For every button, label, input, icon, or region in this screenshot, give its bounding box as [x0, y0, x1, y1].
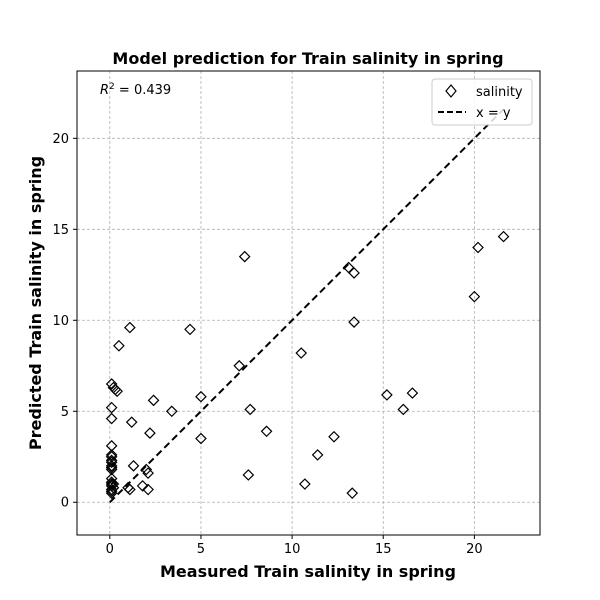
x-axis-ticks: 0 5 10 15 20	[106, 535, 483, 557]
data-point	[238, 250, 251, 263]
data-point	[233, 359, 246, 372]
plot-frame	[76, 70, 541, 536]
y-tick-label: 15	[52, 223, 69, 238]
data-point	[147, 394, 160, 407]
y-tick-label: 20	[52, 132, 69, 147]
data-point	[472, 241, 484, 254]
x-tick-label: 5	[197, 542, 205, 557]
data-point	[105, 456, 118, 469]
data-point	[105, 485, 118, 498]
data-point	[348, 267, 360, 279]
data-point	[107, 478, 120, 490]
data-point	[127, 460, 140, 472]
data-point	[111, 385, 123, 398]
legend-label-xy: x = y	[476, 106, 511, 121]
data-point	[346, 487, 359, 499]
data-point	[136, 480, 149, 492]
x-axis-label: Measured Train salinity in spring	[160, 562, 456, 581]
data-point	[105, 401, 118, 414]
data-point	[105, 378, 118, 390]
data-point	[260, 425, 273, 438]
data-point	[105, 478, 118, 490]
r-squared-annotation: R2 = 0.439	[100, 82, 171, 98]
data-point	[105, 412, 118, 425]
data-point	[124, 483, 136, 496]
data-point	[195, 390, 207, 403]
scatter-points	[105, 230, 510, 499]
x-tick-label: 0	[106, 542, 114, 557]
r-squared-value: = 0.439	[115, 83, 171, 98]
data-point	[497, 230, 510, 243]
data-point	[242, 469, 255, 481]
data-point	[105, 439, 118, 452]
data-point	[348, 316, 360, 328]
data-point	[299, 478, 311, 490]
data-point	[105, 472, 118, 485]
data-point	[342, 261, 355, 274]
grid	[77, 71, 540, 535]
y-axis-label: Predicted Train salinity in spring	[26, 156, 45, 450]
data-point	[142, 467, 154, 479]
y-tick-label: 10	[52, 314, 69, 329]
y-axis-ticks: 0 5 10 15 20	[52, 132, 77, 511]
data-point	[184, 323, 196, 336]
data-point	[311, 449, 324, 461]
chart-title: Model prediction for Train salinity in s…	[112, 49, 503, 68]
data-point	[142, 483, 154, 496]
data-point	[468, 290, 481, 303]
data-point	[406, 387, 419, 399]
data-point	[113, 339, 125, 352]
r-symbol: R	[100, 83, 109, 98]
data-point	[105, 461, 118, 474]
data-point	[125, 416, 138, 429]
r-superscript: 2	[109, 82, 115, 92]
x-tick-label: 15	[375, 542, 392, 557]
data-point	[397, 403, 410, 416]
data-point	[105, 449, 118, 461]
y-tick-label: 0	[61, 496, 69, 511]
data-point	[105, 450, 118, 463]
reference-line-layer	[109, 108, 505, 503]
data-point	[295, 347, 308, 359]
data-point	[144, 427, 156, 439]
y-tick-label: 5	[61, 405, 69, 420]
legend-label-salinity: salinity	[476, 85, 523, 100]
legend-diamond-marker	[445, 84, 457, 98]
data-point	[244, 403, 257, 416]
x-equals-y-line	[109, 108, 505, 503]
data-point	[195, 432, 207, 445]
data-point	[124, 321, 136, 334]
data-point	[328, 430, 340, 443]
x-tick-label: 10	[284, 542, 301, 557]
data-point	[140, 463, 153, 476]
legend-box	[431, 78, 533, 126]
data-point	[381, 389, 393, 401]
legend: salinity x = y	[431, 78, 533, 126]
x-tick-label: 20	[466, 542, 483, 557]
data-point	[165, 405, 178, 418]
